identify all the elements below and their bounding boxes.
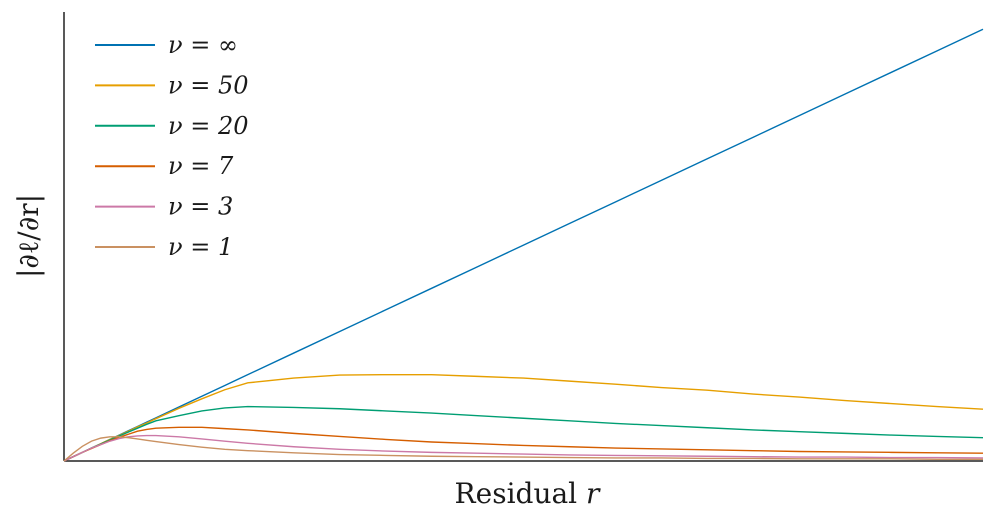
legend-item-4: ν = 7 — [95, 152, 234, 180]
x-axis-label-variable: r — [586, 477, 601, 510]
legend-label: ν = ∞ — [168, 31, 238, 59]
legend-item-1: ν = ∞ — [95, 31, 238, 59]
legend-label: ν = 3 — [168, 193, 233, 221]
series-line-6 — [63, 436, 983, 462]
legend: ν = ∞ ν = 50 ν = 20 ν = 7 ν = 3 ν = 1 — [95, 31, 249, 261]
legend-item-5: ν = 3 — [95, 193, 233, 221]
y-axis-label: |∂ℓ/∂r| — [12, 194, 45, 278]
series-group — [63, 28, 984, 462]
legend-item-3: ν = 20 — [95, 112, 249, 140]
series-line-5 — [63, 434, 984, 462]
series-line-3 — [63, 405, 984, 462]
legend-label: ν = 1 — [168, 233, 233, 261]
plot-area — [63, 12, 984, 462]
legend-item-6: ν = 1 — [95, 233, 233, 261]
legend-item-2: ν = 50 — [95, 71, 249, 99]
x-axis-label-text: Residual — [455, 477, 578, 510]
legend-label: ν = 7 — [168, 152, 234, 180]
series-line-4 — [63, 426, 984, 462]
legend-label: ν = 20 — [168, 112, 249, 140]
x-axis-label: Residual r — [455, 477, 602, 510]
legend-label: ν = 50 — [168, 71, 249, 99]
